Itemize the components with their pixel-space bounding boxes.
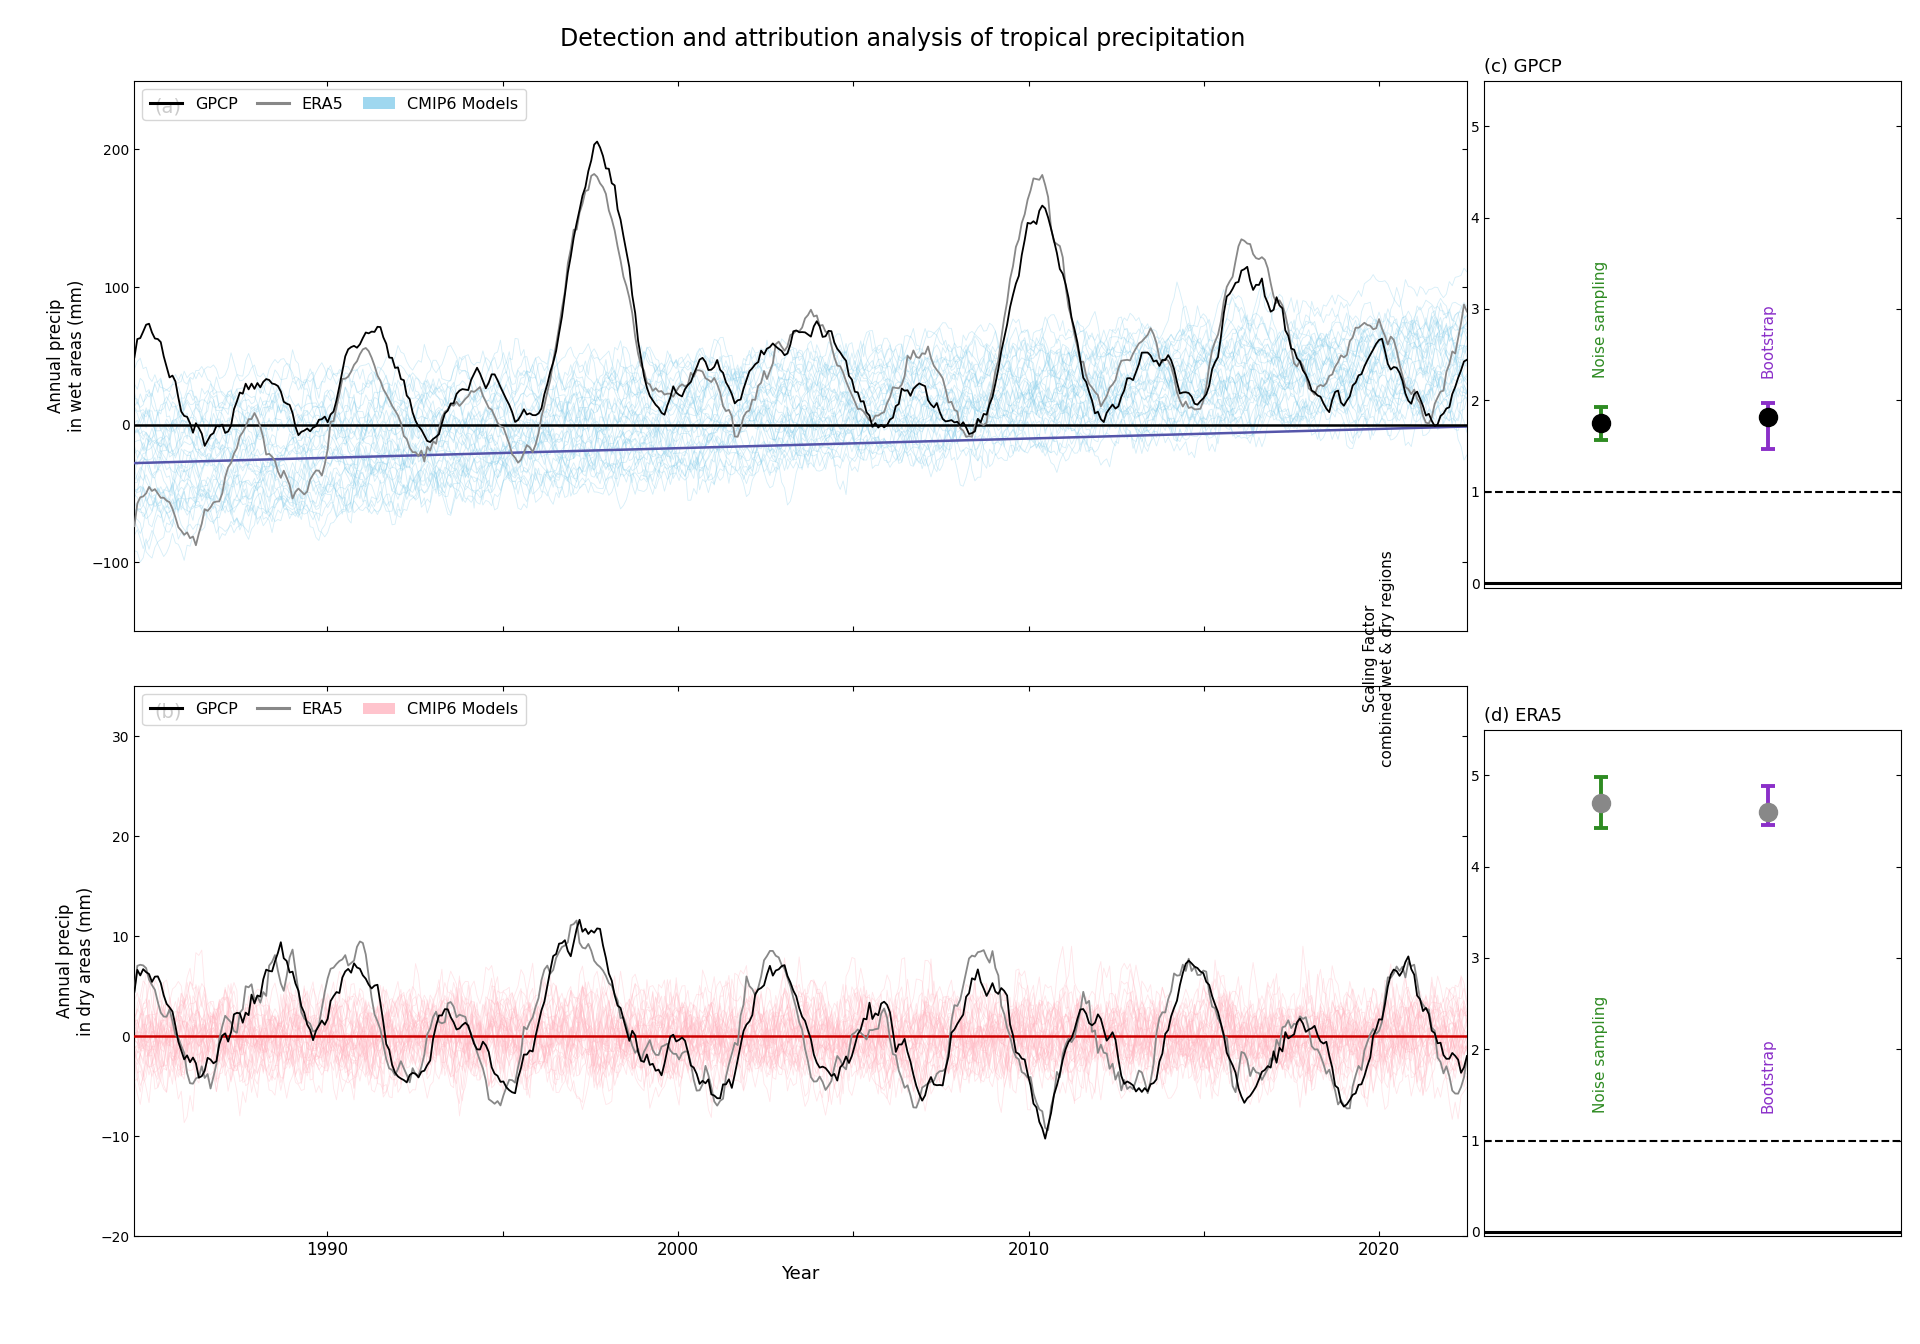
Text: Noise sampling: Noise sampling <box>1594 261 1609 378</box>
Text: Detection and attribution analysis of tropical precipitation: Detection and attribution analysis of tr… <box>561 27 1244 51</box>
Y-axis label: Annual precip
in wet areas (mm): Annual precip in wet areas (mm) <box>48 280 86 431</box>
Text: Scaling Factor
combined wet & dry regions: Scaling Factor combined wet & dry region… <box>1363 550 1396 767</box>
Text: (c) GPCP: (c) GPCP <box>1484 58 1563 77</box>
Text: (b): (b) <box>154 703 182 722</box>
X-axis label: Year: Year <box>781 1265 820 1284</box>
Y-axis label: Annual precip
in dry areas (mm): Annual precip in dry areas (mm) <box>56 887 94 1036</box>
Text: Bootstrap: Bootstrap <box>1761 1039 1776 1113</box>
Legend: GPCP, ERA5, CMIP6 Models: GPCP, ERA5, CMIP6 Models <box>142 89 526 120</box>
Text: (d) ERA5: (d) ERA5 <box>1484 707 1563 726</box>
Legend: GPCP, ERA5, CMIP6 Models: GPCP, ERA5, CMIP6 Models <box>142 694 526 724</box>
Text: (a): (a) <box>154 97 180 116</box>
Text: Bootstrap: Bootstrap <box>1761 302 1776 378</box>
Text: Noise sampling: Noise sampling <box>1594 996 1609 1113</box>
